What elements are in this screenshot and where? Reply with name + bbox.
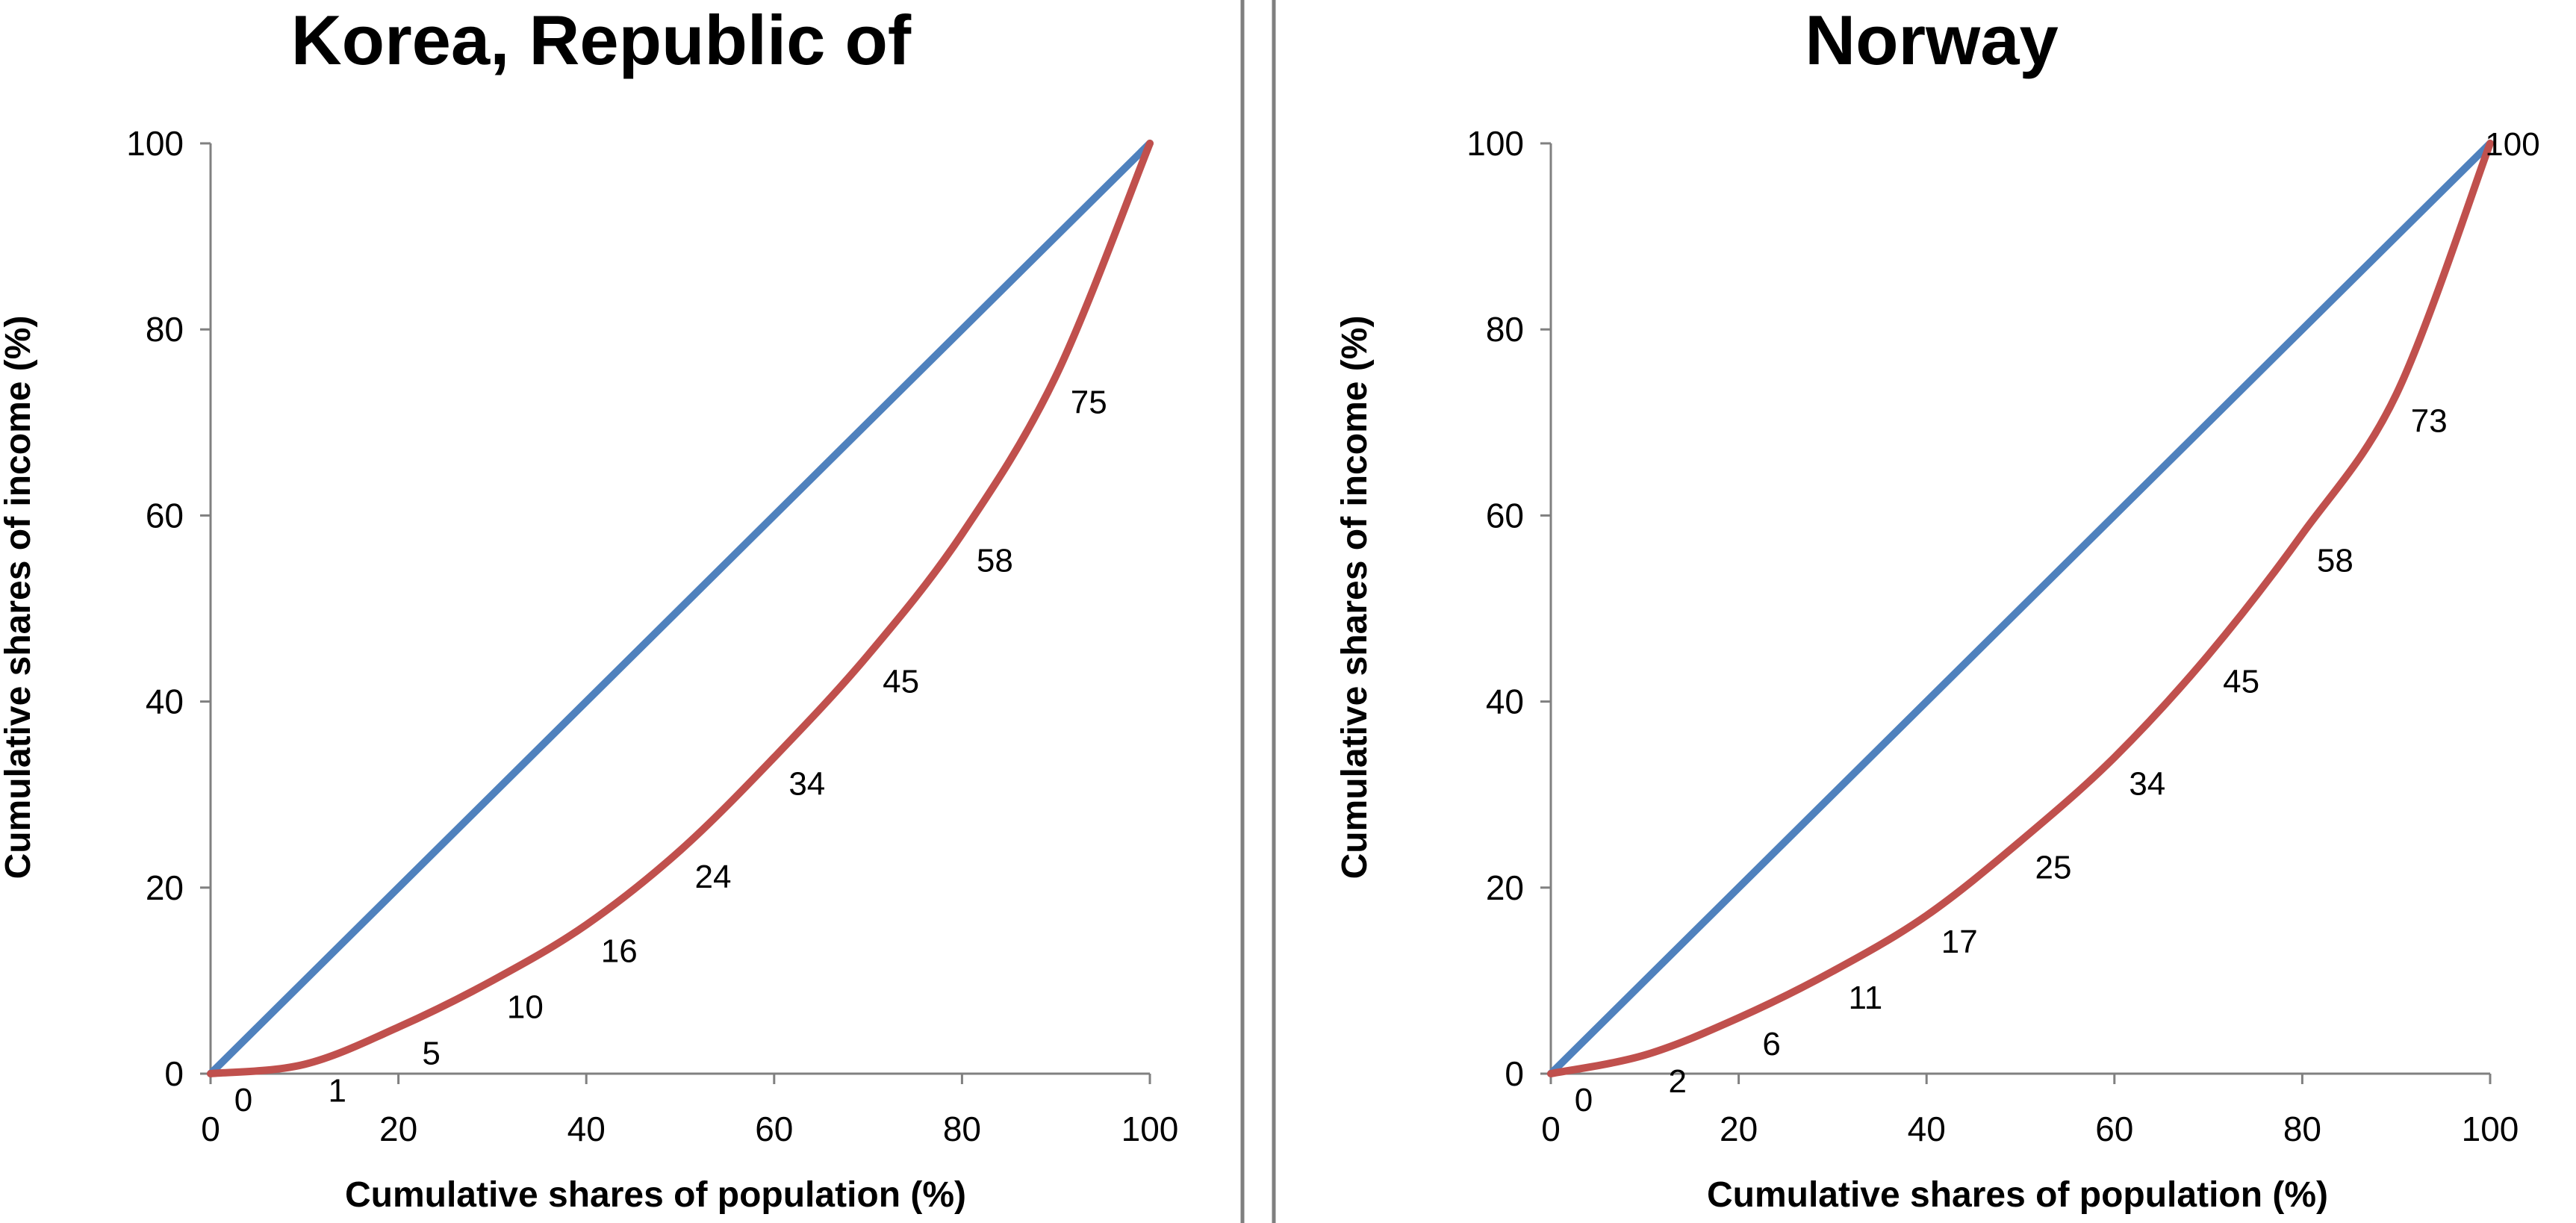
y-tick-label: 20 [146, 868, 184, 907]
data-label: 34 [788, 765, 825, 802]
data-label: 45 [2223, 663, 2259, 700]
data-label: 58 [977, 542, 1013, 579]
data-label: 11 [1849, 980, 1883, 1016]
data-label: 10 [507, 989, 544, 1025]
x-tick-label: 40 [567, 1110, 606, 1148]
y-tick-label: 100 [1466, 124, 1524, 163]
chart-panel-norway: Norway 0 20 40 60 80 100 0 20 40 60 80 100 0 2 6 11 17 25… [1335, 1, 2540, 1215]
equality-line [207, 140, 1154, 1077]
data-label: 6 [1762, 1026, 1780, 1062]
x-tick-label: 40 [1908, 1110, 1946, 1148]
data-label: 17 [1941, 924, 1978, 960]
chart-title: Korea, Republic of [291, 1, 912, 79]
x-tick-label: 20 [1720, 1110, 1758, 1148]
y-tick-label: 40 [1486, 682, 1524, 721]
y-tick-label: 60 [146, 496, 184, 535]
data-label: 75 [1071, 385, 1107, 421]
x-tick-label: 100 [1121, 1110, 1179, 1148]
lorenz-curve [1547, 140, 2494, 1077]
y-tick-label: 100 [126, 124, 184, 163]
lorenz-curve [207, 140, 1154, 1077]
x-tick-label: 60 [755, 1110, 793, 1148]
y-axis-label: Cumulative shares of income (%) [0, 316, 38, 880]
panel-divider [1240, 0, 1276, 1223]
data-label: 100 [2485, 126, 2539, 163]
x-tick-label: 0 [201, 1110, 220, 1148]
y-tick-label: 80 [1486, 310, 1524, 349]
data-label: 34 [2129, 765, 2165, 802]
data-label: 16 [601, 933, 638, 970]
y-tick-label: 60 [1486, 496, 1524, 535]
data-label: 1 [329, 1073, 346, 1110]
data-label: 45 [883, 663, 919, 700]
y-tick-label: 0 [1505, 1054, 1524, 1093]
y-tick-label: 0 [164, 1054, 184, 1093]
data-label: 2 [1669, 1063, 1687, 1100]
x-tick-label: 80 [943, 1110, 981, 1148]
plot-area: 0 20 40 60 80 100 0 20 40 60 80 100 0 1 5 10 16 24 34 45 58 7… [126, 124, 1178, 1148]
data-label: 24 [695, 859, 732, 895]
x-axis-label: Cumulative shares of population (%) [345, 1175, 966, 1215]
y-tick-label: 80 [146, 310, 184, 349]
x-tick-label: 80 [2283, 1110, 2321, 1148]
y-tick-label: 40 [146, 682, 184, 721]
x-tick-label: 20 [379, 1110, 417, 1148]
data-label: 5 [422, 1036, 440, 1072]
x-tick-label: 60 [2095, 1110, 2133, 1148]
data-label: 58 [2317, 542, 2353, 579]
chart-title: Norway [1805, 1, 2059, 79]
y-tick-label: 20 [1486, 868, 1524, 907]
x-tick-label: 100 [2462, 1110, 2519, 1148]
x-tick-label: 0 [1541, 1110, 1561, 1148]
plot-area: 0 20 40 60 80 100 0 20 40 60 80 100 0 2 6 11 17 25 34 45 58 7… [1466, 124, 2539, 1148]
data-label: 25 [2035, 850, 2072, 886]
equality-line [1547, 140, 2494, 1077]
data-label: 73 [2411, 402, 2448, 439]
y-axis-label: Cumulative shares of income (%) [1335, 316, 1375, 880]
data-label: 0 [234, 1082, 252, 1118]
data-label: 0 [1575, 1082, 1593, 1118]
x-axis-label: Cumulative shares of population (%) [1707, 1175, 2328, 1215]
